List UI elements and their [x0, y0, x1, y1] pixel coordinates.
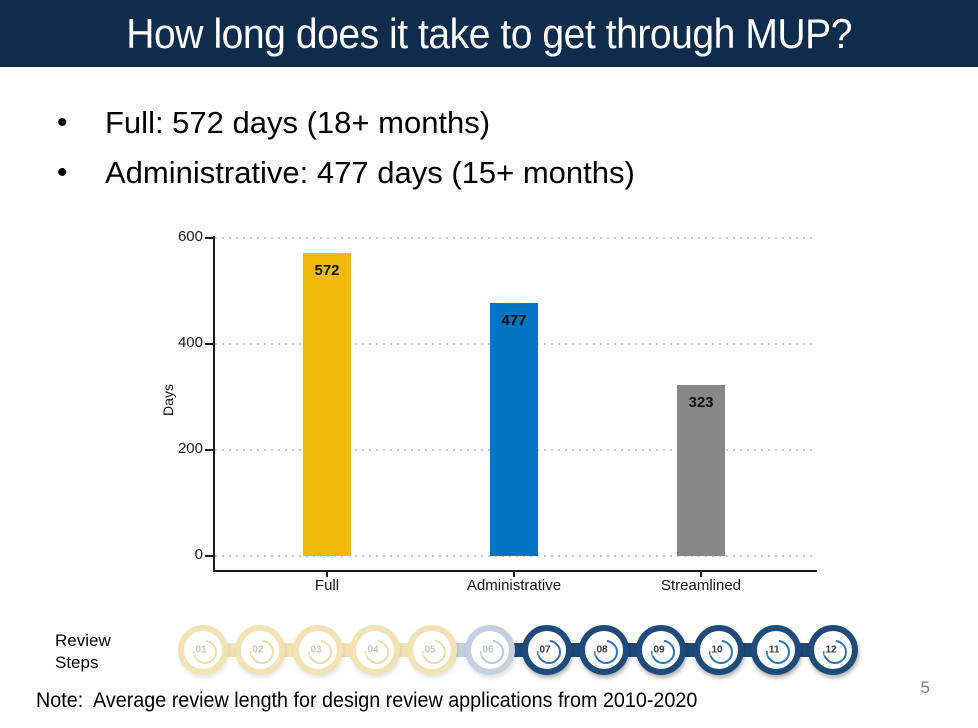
gridline — [215, 555, 816, 557]
bar-streamlined — [677, 385, 725, 556]
y-axis-tick-label: 0 — [194, 546, 203, 563]
step-number: 07 — [538, 644, 552, 656]
bullet-item: Administrative: 477 days (15+ months) — [55, 148, 635, 198]
y-axis-tick-label: 400 — [177, 334, 203, 351]
bullet-text: Full: 572 days (18+ months) — [105, 105, 491, 140]
bullet-item: Full: 572 days (18+ months) — [55, 98, 635, 148]
bullet-list: Full: 572 days (18+ months) Administrati… — [55, 98, 635, 198]
x-axis-tick-mark — [700, 572, 702, 577]
review-steps-label: Review Steps — [55, 631, 111, 673]
step-circle-12: 12 — [808, 625, 858, 675]
bar-value-label: 572 — [314, 262, 340, 279]
step-circle-05: 05 — [407, 625, 457, 675]
step-circle-03: 03 — [293, 625, 343, 675]
x-axis-category-label: Streamlined — [660, 577, 742, 594]
bar-administrative — [490, 303, 538, 556]
step-number: 06 — [481, 644, 495, 656]
y-axis-line — [213, 236, 215, 572]
bar-value-label: 323 — [688, 394, 714, 411]
step-circle-09: 09 — [636, 625, 686, 675]
step-circle-07: 07 — [522, 625, 572, 675]
step-number: 11 — [767, 644, 781, 656]
step-circle-02: 02 — [235, 625, 285, 675]
step-circle-11: 11 — [751, 625, 801, 675]
slide-title: How long does it take to get through MUP… — [126, 9, 852, 57]
gridline — [215, 237, 816, 239]
step-circle-10: 10 — [694, 625, 744, 675]
step-number: 05 — [423, 644, 437, 656]
y-axis-tick-mark — [205, 555, 213, 557]
y-axis-tick-label: 200 — [177, 440, 203, 457]
step-circle-06: 06 — [465, 625, 515, 675]
y-axis-tick-mark — [205, 343, 213, 345]
step-number: 10 — [710, 644, 724, 656]
x-axis-category-label: Administrative — [466, 577, 562, 594]
step-circle-01: 01 — [178, 625, 228, 675]
x-axis-tick-mark — [513, 572, 515, 577]
title-bar: How long does it take to get through MUP… — [0, 0, 978, 67]
step-number: 01 — [194, 644, 208, 656]
page-number: 5 — [920, 678, 930, 697]
step-number: 04 — [366, 644, 380, 656]
x-axis-tick-mark — [326, 572, 328, 577]
bar-value-label: 477 — [501, 312, 527, 329]
y-axis-tick-label: 600 — [177, 228, 203, 245]
y-axis-tick-mark — [205, 449, 213, 451]
step-number: 03 — [309, 644, 323, 656]
step-number: 09 — [652, 644, 666, 656]
bullet-text: Administrative: 477 days (15+ months) — [105, 155, 635, 190]
step-circle-04: 04 — [350, 625, 400, 675]
step-number: 08 — [595, 644, 609, 656]
note-text: Note: Average review length for design r… — [36, 689, 698, 712]
step-number: 02 — [251, 644, 265, 656]
step-number: 12 — [824, 644, 838, 656]
x-axis-category-label: Full — [314, 577, 340, 594]
y-axis-tick-mark — [205, 237, 213, 239]
bar-full — [303, 253, 351, 556]
step-circle-08: 08 — [579, 625, 629, 675]
x-axis-line — [213, 570, 817, 572]
